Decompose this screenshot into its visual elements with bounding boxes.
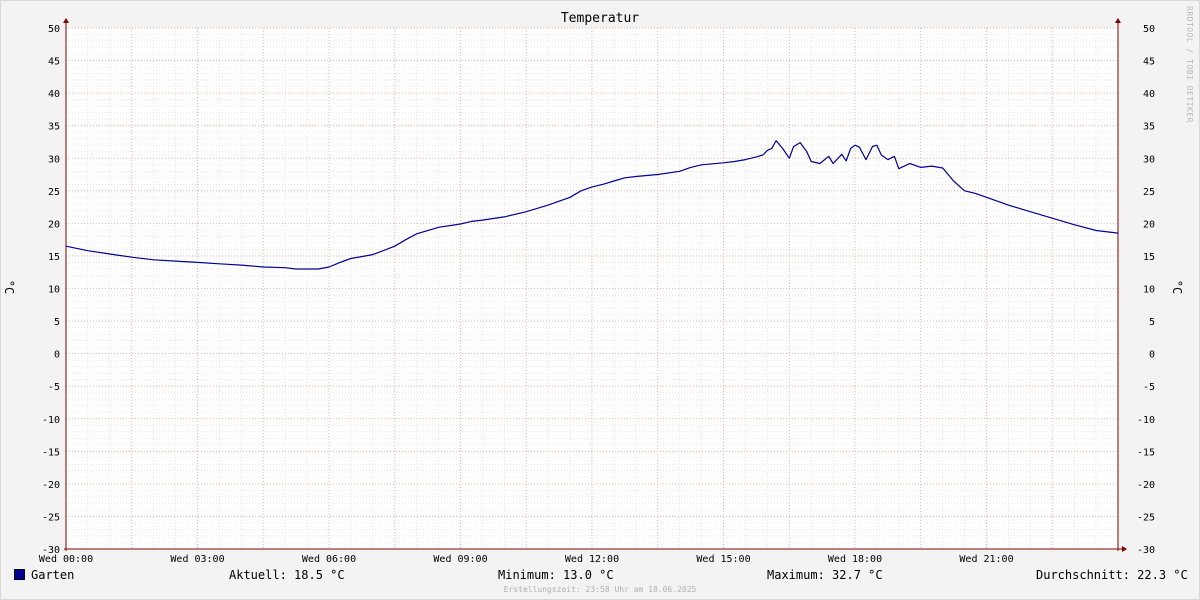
legend-swatch: [14, 569, 25, 580]
legend-average: Durchschnitt: 22.3 °C: [1036, 568, 1188, 582]
y-axis-arrow-left: [63, 18, 69, 23]
x-tick-label: Wed 21:00: [959, 554, 1013, 565]
y-tick-label-right: -30: [1137, 545, 1155, 556]
y-tick-label-left: -10: [42, 415, 60, 426]
y-tick-label-right: 5: [1149, 317, 1155, 328]
y-tick-label-left: 25: [48, 187, 60, 198]
y-tick-label-left: 15: [48, 252, 60, 263]
y-tick-label-left: 50: [48, 24, 60, 35]
y-tick-label-right: 25: [1143, 187, 1155, 198]
x-tick-label: Wed 18:00: [828, 554, 882, 565]
creation-timestamp: Erstellungszeit: 23:58 Uhr am 18.06.2025: [503, 585, 697, 594]
y-tick-label-right: -20: [1137, 480, 1155, 491]
y-tick-label-left: 10: [48, 285, 60, 296]
y-tick-label-right: 45: [1143, 57, 1155, 68]
series-line-garten: [65, 140, 1119, 270]
rrdtool-watermark: RRDTOOL / TOBI OETIKER: [1185, 6, 1194, 123]
y-tick-label-right: -5: [1143, 382, 1155, 393]
y-axis-label-right: °C: [1170, 279, 1185, 295]
y-tick-label-left: 40: [48, 89, 60, 100]
y-tick-label-right: 50: [1143, 24, 1155, 35]
y-tick-label-left: 5: [54, 317, 60, 328]
x-tick-label: Wed 12:00: [565, 554, 619, 565]
y-axis-arrow-right: [1115, 18, 1121, 23]
y-tick-label-right: -10: [1137, 415, 1155, 426]
y-tick-label-left: -25: [42, 512, 60, 523]
x-tick-label: Wed 06:00: [302, 554, 356, 565]
y-tick-label-right: 15: [1143, 252, 1155, 263]
x-tick-label: Wed 03:00: [170, 554, 224, 565]
y-tick-label-right: 0: [1149, 350, 1155, 361]
legend-current: Aktuell: 18.5 °C: [229, 568, 345, 582]
y-tick-label-left: 35: [48, 122, 60, 133]
y-tick-label-right: -15: [1137, 447, 1155, 458]
y-tick-label-left: 30: [48, 154, 60, 165]
legend-series: Garten: [14, 568, 74, 582]
y-tick-label-left: 45: [48, 57, 60, 68]
y-axis-label-left: °C: [2, 279, 17, 295]
legend-minimum: Minimum: 13.0 °C: [498, 568, 614, 582]
x-tick-label: Wed 00:00: [39, 554, 93, 565]
y-tick-label-right: 35: [1143, 122, 1155, 133]
x-axis-arrow: [1122, 546, 1127, 552]
y-tick-label-right: 10: [1143, 285, 1155, 296]
y-tick-label-left: -20: [42, 480, 60, 491]
y-tick-label-right: 20: [1143, 219, 1155, 230]
legend-series-name: Garten: [31, 568, 75, 582]
y-tick-label-left: 0: [54, 350, 60, 361]
y-tick-label-right: 30: [1143, 154, 1155, 165]
legend-maximum: Maximum: 32.7 °C: [767, 568, 883, 582]
y-tick-label-left: -15: [42, 447, 60, 458]
y-tick-label-left: 20: [48, 219, 60, 230]
chart-title: Temperatur: [560, 11, 640, 26]
y-tick-label-right: 40: [1143, 89, 1155, 100]
x-tick-label: Wed 09:00: [433, 554, 487, 565]
y-tick-label-left: -5: [48, 382, 60, 393]
x-tick-label: Wed 15:00: [696, 554, 750, 565]
y-tick-label-left: -30: [42, 545, 60, 556]
y-tick-label-right: -25: [1137, 512, 1155, 523]
